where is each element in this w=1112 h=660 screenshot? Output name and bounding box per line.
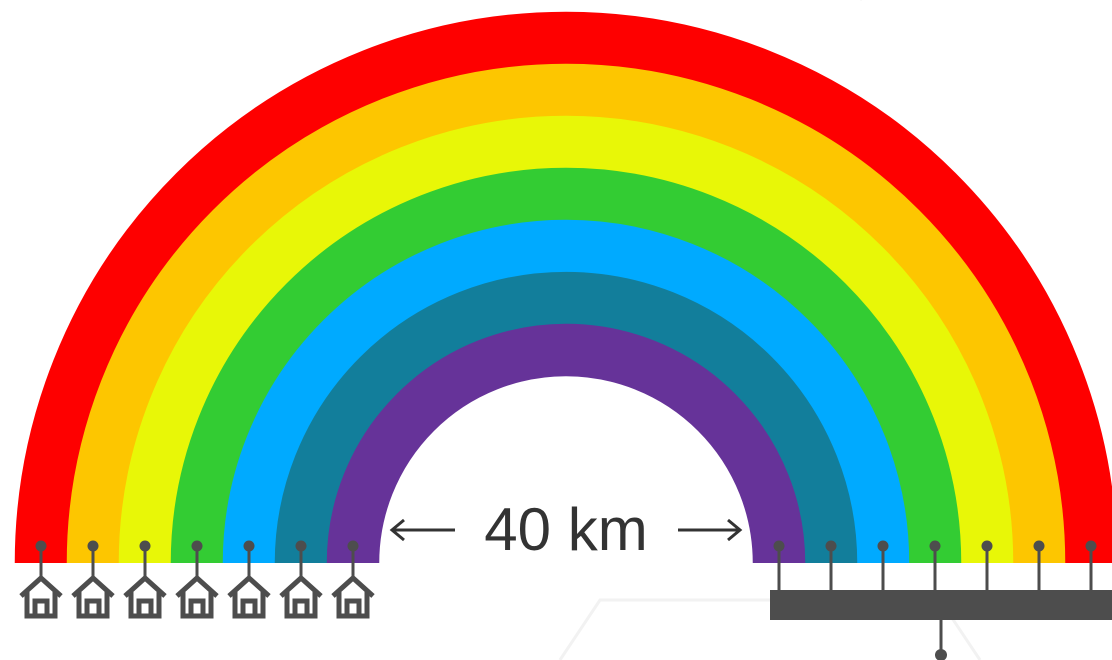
rainbow [41,38,1091,563]
pin-dot [878,541,889,552]
house-icon [73,578,113,616]
pin-dot [140,541,151,552]
pin-dot [930,541,941,552]
pin-dot [935,649,947,660]
pin-dot [296,541,307,552]
bar [770,590,1112,620]
pin-dot [88,541,99,552]
pin-dot [1086,541,1097,552]
house-icon [125,578,165,616]
pin-dot [826,541,837,552]
house-icon [21,578,61,616]
distance-label: 40 km [484,496,647,563]
house-icon [177,578,217,616]
rainbow-diagram: 40 km [0,0,1112,660]
pin-dot [244,541,255,552]
house-icon [333,578,373,616]
pin-dot [348,541,359,552]
pin-dot [774,541,785,552]
pin-dot [982,541,993,552]
pin-dot [1034,541,1045,552]
pin-dot [36,541,47,552]
house-icon [229,578,269,616]
house-icon [281,578,321,616]
pin-dot [192,541,203,552]
